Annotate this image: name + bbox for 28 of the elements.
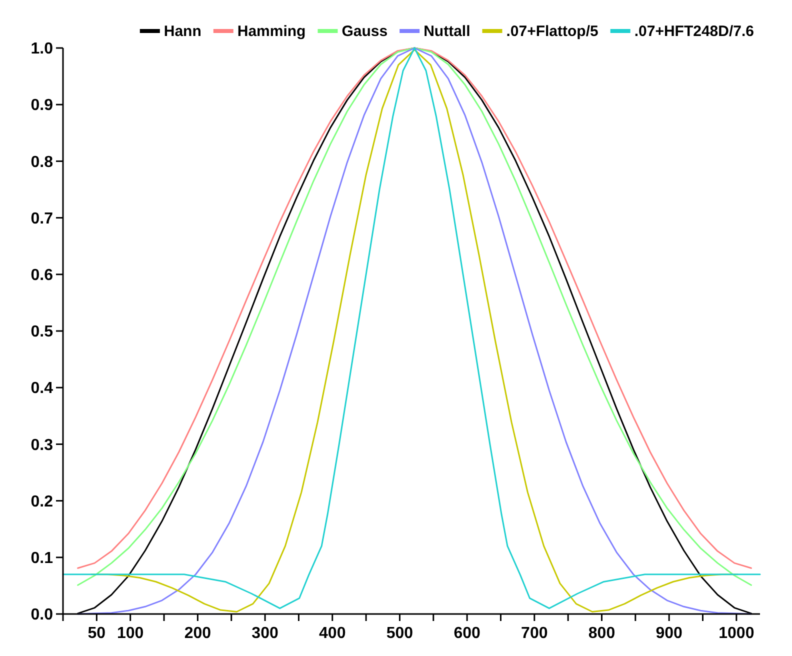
y-tick-label: 0.5	[30, 324, 54, 341]
x-tick-label: 900	[656, 625, 683, 642]
x-tick-label: 400	[319, 625, 346, 642]
x-tick-label: 300	[252, 625, 278, 642]
x-tick-label: 100	[116, 625, 144, 642]
x-tick-label: 800	[588, 625, 616, 642]
x-tick-label: 200	[184, 625, 212, 642]
legend-label: Nuttall	[424, 23, 470, 40]
y-tick-label: 0.9	[30, 97, 54, 114]
legend-label: .07+Flattop/5	[506, 23, 598, 40]
y-tick-label: 1.0	[30, 40, 54, 58]
y-tick-label: 0.1	[30, 550, 54, 567]
y-tick-label: 0.2	[30, 493, 54, 510]
legend-label: .07+HFT248D/7.6	[634, 23, 754, 40]
y-tick-label: 0.7	[30, 210, 54, 228]
y-tick-label: 0.6	[30, 267, 54, 284]
x-tick-label: 500	[386, 625, 414, 642]
x-tick-label: 1000	[718, 625, 754, 642]
legend-label: Hamming	[237, 23, 306, 40]
legend-label: Hann	[164, 23, 202, 40]
y-tick-label: 0.3	[30, 436, 54, 454]
x-tick-label: 50	[88, 625, 106, 642]
x-tick-label: 700	[521, 625, 548, 642]
x-tick-label: 600	[454, 625, 481, 642]
y-tick-label: 0.8	[30, 154, 54, 171]
y-tick-label: 0.0	[30, 606, 54, 624]
y-tick-label: 0.4	[30, 380, 54, 398]
legend-label: Gauss	[342, 23, 388, 40]
